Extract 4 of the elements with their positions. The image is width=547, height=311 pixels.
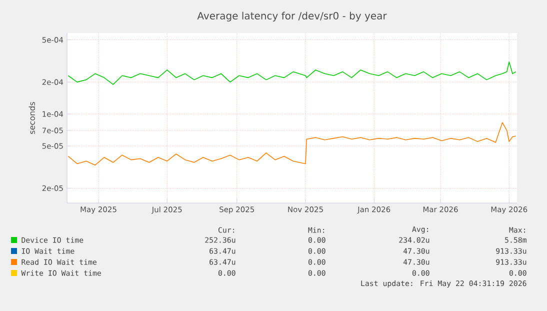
chart-title: Average latency for /dev/sr0 - by year — [197, 12, 387, 22]
line-series — [68, 122, 516, 166]
y-axis-title: seconds — [28, 102, 35, 134]
line-series — [68, 61, 516, 85]
